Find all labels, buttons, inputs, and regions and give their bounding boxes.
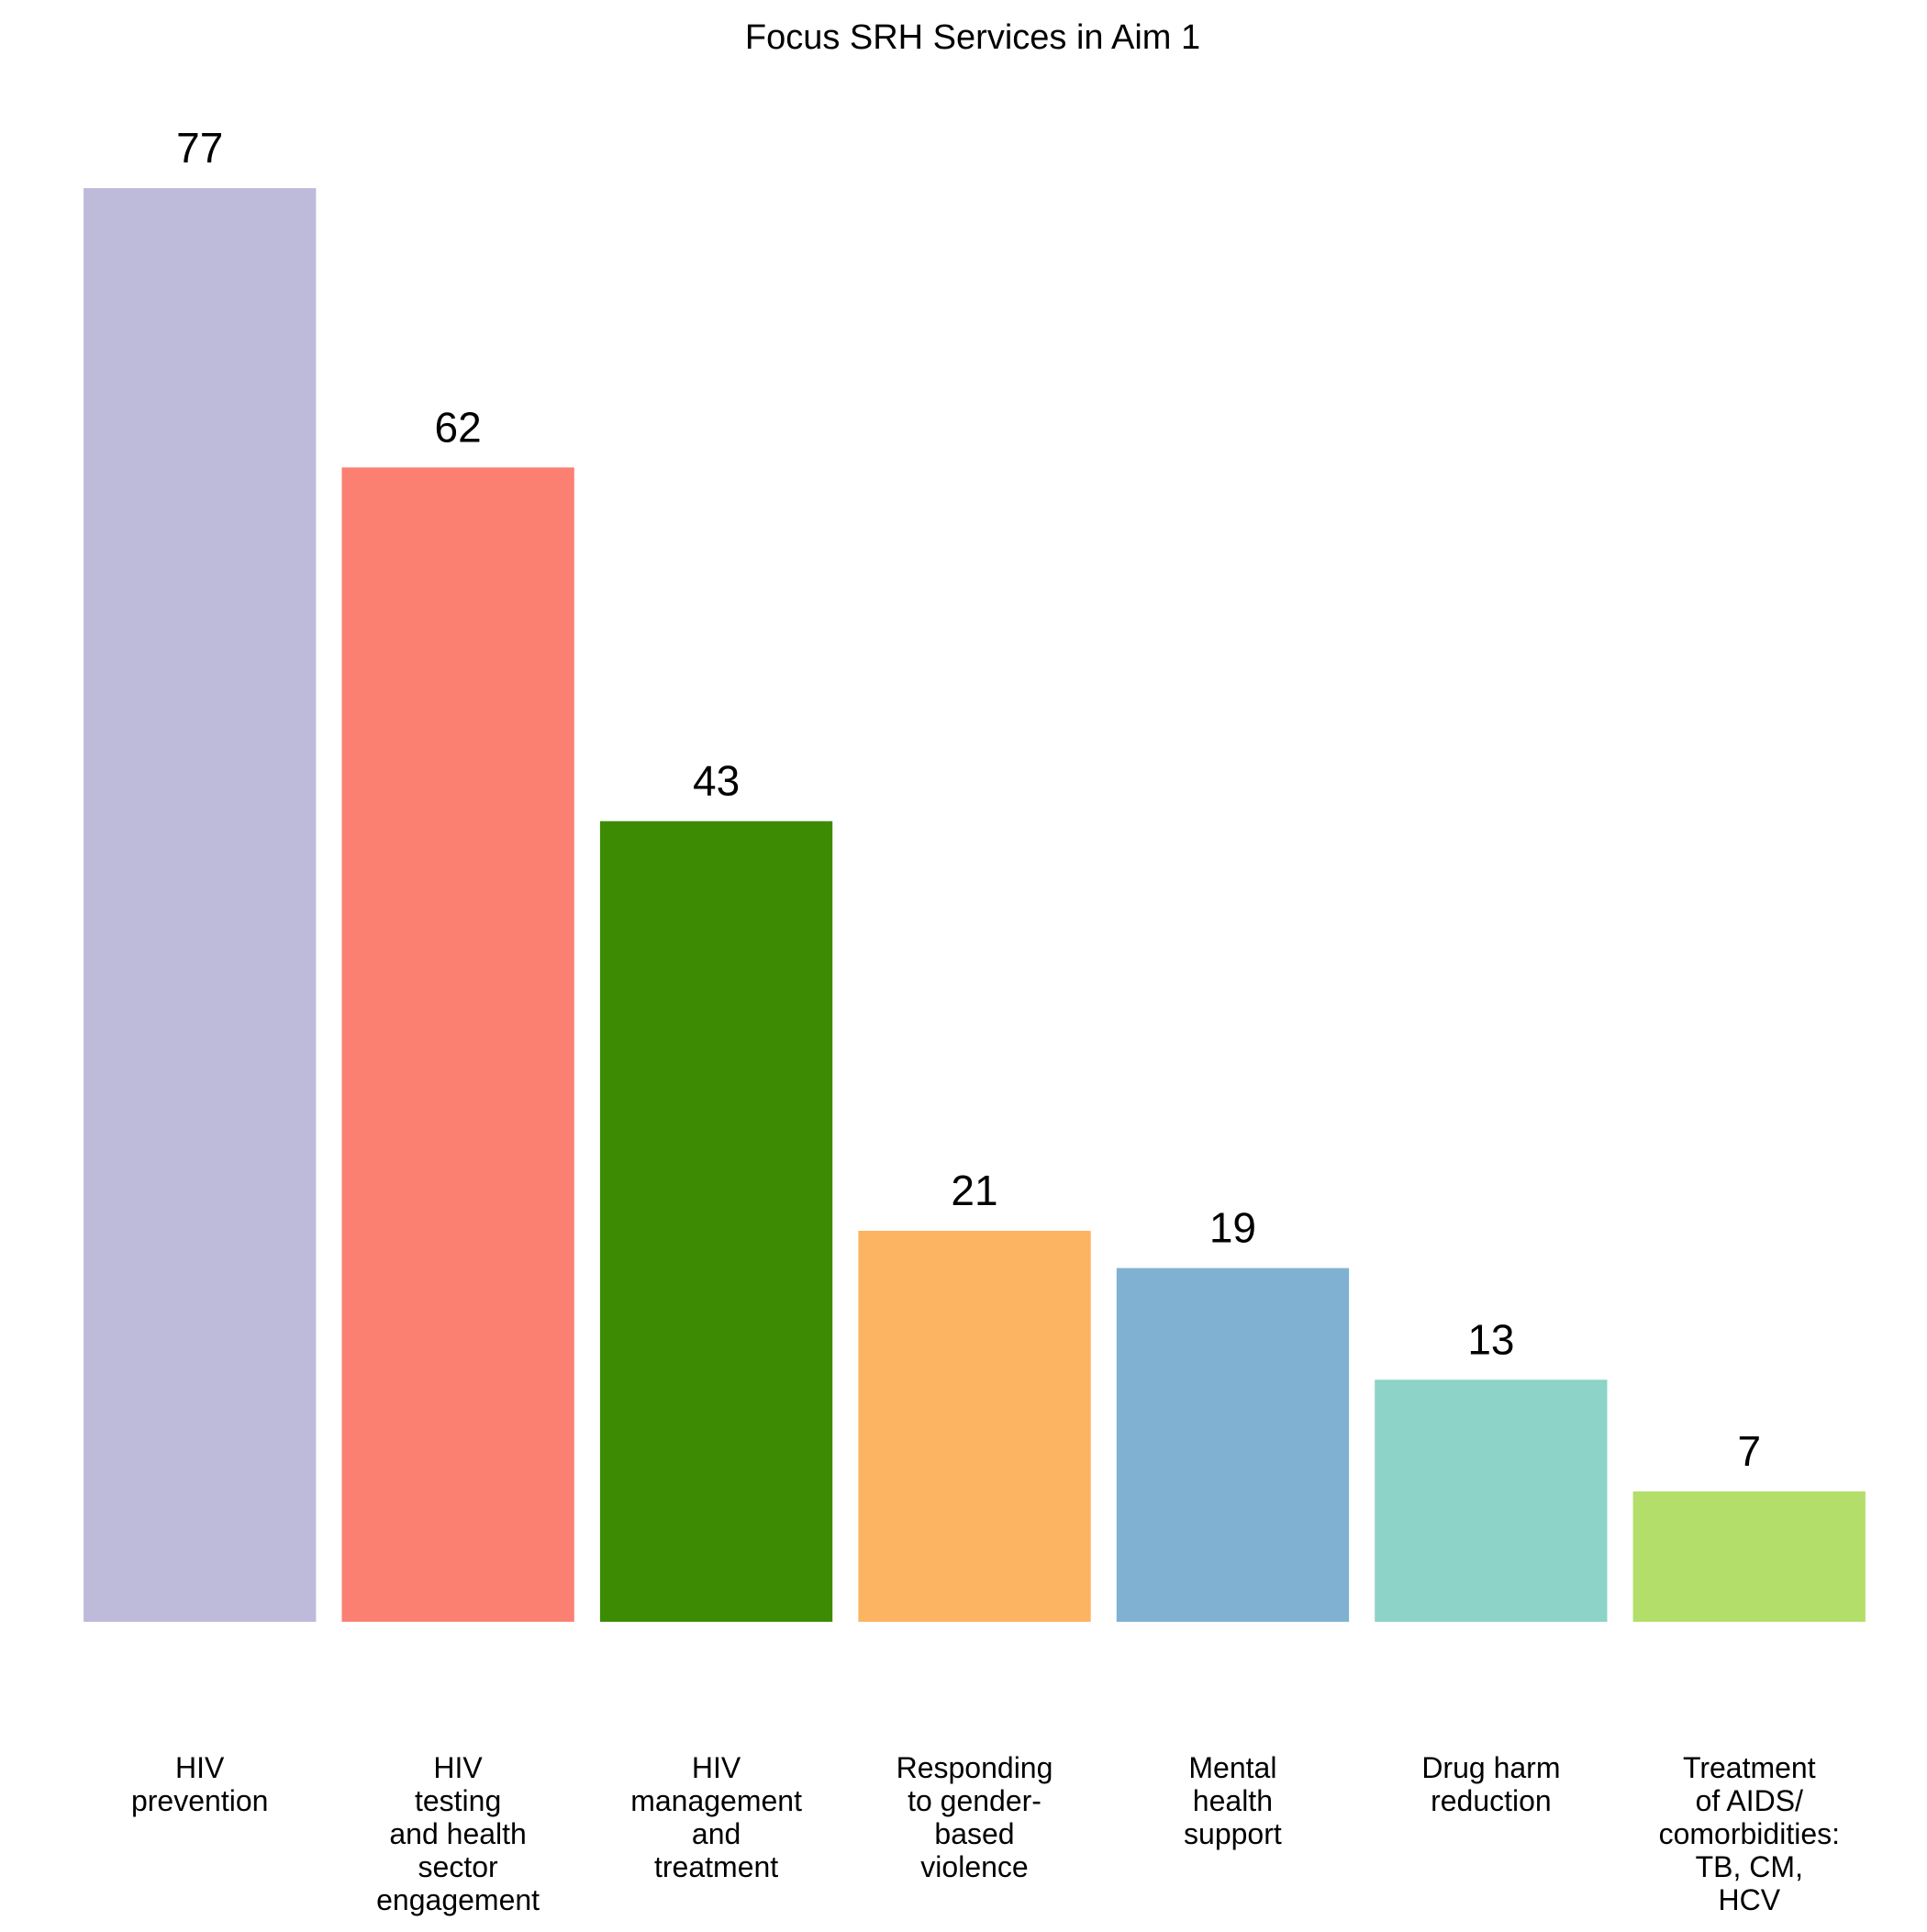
bar-value-label: 62 (435, 403, 482, 451)
bar-value-label: 43 (693, 757, 740, 805)
x-tick-label-line: HIV (175, 1751, 225, 1784)
x-tick-label-line: HIV (433, 1751, 483, 1784)
x-tick-label-line: sector (418, 1850, 498, 1883)
x-tick-label: HIV management and treatment (630, 1751, 802, 1883)
bar-value-label: 21 (951, 1167, 997, 1214)
bar (84, 188, 317, 1622)
x-tick-label-line: reduction (1431, 1784, 1552, 1817)
bar-value-label: 77 (176, 124, 223, 172)
value-labels-layer: 77 62 43 21 19 13 7 (176, 124, 1761, 1475)
x-tick-label-line: management (630, 1784, 802, 1817)
bar (858, 1231, 1091, 1622)
x-tick-label: Drug harm reduction (1421, 1751, 1560, 1817)
x-tick-label-line: health (1193, 1784, 1273, 1817)
x-tick-label: HIV testing and health sector engagement (376, 1751, 540, 1916)
x-tick-label-line: Drug harm (1421, 1751, 1560, 1784)
x-tick-label-line: and (692, 1817, 741, 1850)
bar (1116, 1268, 1350, 1622)
x-tick-label-line: based (934, 1817, 1014, 1850)
x-tick-label-line: of AIDS/ (1696, 1784, 1804, 1817)
x-tick-label-line: HCV (1719, 1883, 1781, 1916)
bars-layer (84, 188, 1866, 1622)
x-tick-label-line: and health (389, 1817, 526, 1850)
x-tick-label-line: prevention (131, 1784, 268, 1817)
bar (341, 467, 574, 1622)
x-tick-label-line: Mental (1188, 1751, 1276, 1784)
x-tick-label-line: engagement (376, 1883, 540, 1916)
x-tick-label-line: Responding (897, 1751, 1053, 1784)
x-tick-label-line: HIV (692, 1751, 741, 1784)
bar-value-label: 7 (1738, 1427, 1762, 1475)
bar (1375, 1379, 1608, 1622)
bar-value-label: 13 (1467, 1315, 1514, 1363)
x-tick-label-line: TB, CM, (1696, 1850, 1803, 1883)
x-tick-label: Mental health support (1184, 1751, 1282, 1850)
chart-title: Focus SRH Services in Aim 1 (745, 18, 1200, 57)
x-tick-label-line: Treatment (1683, 1751, 1816, 1784)
x-tick-label-line: violence (920, 1850, 1028, 1883)
x-tick-label-line: comorbidities: (1659, 1817, 1840, 1850)
x-tick-label: HIV prevention (131, 1751, 268, 1817)
bar-value-label: 19 (1209, 1204, 1256, 1252)
bar (599, 821, 833, 1622)
x-tick-label-line: testing (415, 1784, 501, 1817)
x-tick-label-line: to gender- (908, 1784, 1041, 1817)
x-tick-label-line: treatment (654, 1850, 778, 1883)
x-tick-label-line: support (1184, 1817, 1282, 1850)
bar (1632, 1491, 1866, 1622)
x-tick-label: Treatment of AIDS/comorbidities: TB, CM, HC… (1659, 1751, 1840, 1916)
x-tick-label: Responding to gender-based violence (897, 1751, 1053, 1883)
